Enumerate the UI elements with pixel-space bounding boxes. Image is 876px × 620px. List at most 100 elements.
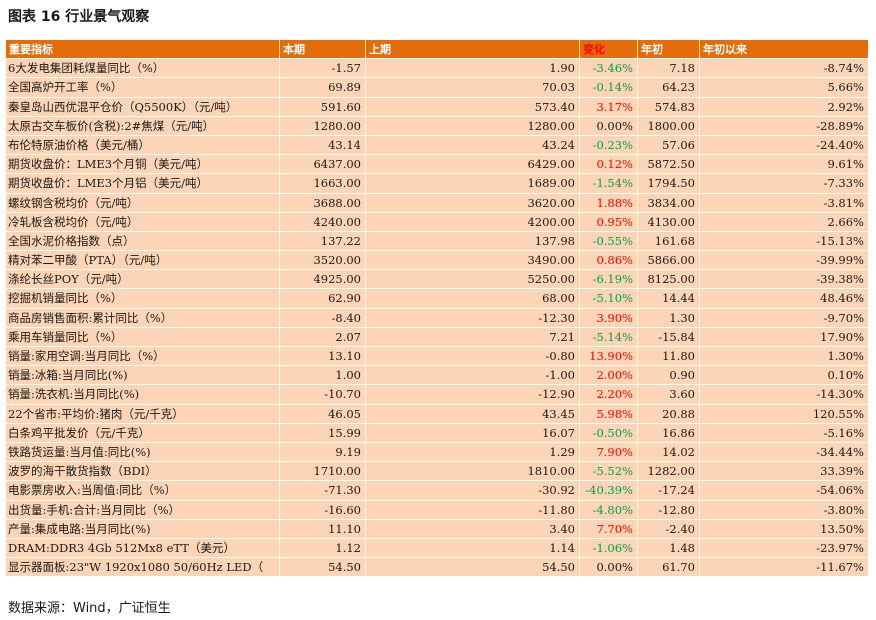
year-start-value: 1.48 xyxy=(638,538,700,559)
table-row: 精对苯二甲酸（PTA）（元/吨） 3520.00 3490.00 0.86% 5866.… xyxy=(6,251,868,271)
current-value: 43.14 xyxy=(280,135,366,156)
indicator-name: 销量:冰箱:当月同比(%) xyxy=(6,366,280,386)
change-value: -5.52% xyxy=(580,462,638,482)
change-value: 7.70% xyxy=(580,519,638,539)
current-value: 1663.00 xyxy=(280,174,366,194)
table-row: 22个省市:平均价:猪肉（元/千克） 46.05 43.45 5.98% 20.88 12… xyxy=(6,404,868,424)
ytd-value: 2.92% xyxy=(700,97,868,117)
previous-value: 1810.00 xyxy=(366,462,580,482)
table-row: 销量:家用空调:当月同比（%） 13.10 -0.80 13.90% 11.80 1.30… xyxy=(6,347,868,367)
ytd-value: -24.40% xyxy=(700,135,868,156)
year-start-value: 14.44 xyxy=(638,289,700,309)
previous-value: -12.30 xyxy=(366,308,580,328)
year-start-value: 574.83 xyxy=(638,97,700,117)
ytd-value: 5.66% xyxy=(700,78,868,98)
indicator-name: 冷轧板含税均价（元/吨） xyxy=(6,212,280,232)
previous-value: 137.98 xyxy=(366,231,580,252)
year-start-value: 5866.00 xyxy=(638,251,700,271)
current-value: 13.10 xyxy=(280,347,366,367)
table-row: 秦皇岛山西优混平仓价（Q5500K）（元/吨） 591.60 573.40 3.17%… xyxy=(6,97,868,117)
header-ytd: 年初以来 xyxy=(700,40,868,60)
previous-value: -12.90 xyxy=(366,385,580,405)
indicator-name: DRAM:DDR3 4Gb 512Mx8 eTT（美元） xyxy=(6,538,280,559)
current-value: 4240.00 xyxy=(280,212,366,232)
year-start-value: 57.06 xyxy=(638,135,700,156)
change-value: 0.00% xyxy=(580,558,638,578)
table-row: 出货量:手机:合计:当月同比（%） -16.60 -11.80 -4.80% -12.8… xyxy=(6,500,868,520)
previous-value: 4200.00 xyxy=(366,212,580,232)
previous-value: 7.21 xyxy=(366,327,580,347)
previous-value: 6429.00 xyxy=(366,155,580,175)
current-value: -8.40 xyxy=(280,308,366,328)
current-value: 1.00 xyxy=(280,366,366,386)
ytd-value: 48.46% xyxy=(700,289,868,309)
header-name: 重要指标 xyxy=(6,40,280,60)
change-value: -1.54% xyxy=(580,174,638,194)
indicator-name: 铁路货运量:当月值:同比(%) xyxy=(6,442,280,463)
year-start-value: 1282.00 xyxy=(638,462,700,482)
table-row: 螺纹钢含税均价（元/吨） 3688.00 3620.00 1.88% 3834.00 -3… xyxy=(6,193,868,213)
indicator-name: 精对苯二甲酸（PTA）（元/吨） xyxy=(6,251,280,271)
ytd-value: -14.30% xyxy=(700,385,868,405)
previous-value: 70.03 xyxy=(366,78,580,98)
year-start-value: 5872.50 xyxy=(638,155,700,175)
ytd-value: -28.89% xyxy=(700,116,868,136)
change-value: -3.46% xyxy=(580,59,638,79)
change-value: -0.50% xyxy=(580,423,638,443)
year-start-value: 7.18 xyxy=(638,59,700,79)
table-row: 铁路货运量:当月值:同比(%) 9.19 1.29 7.90% 14.02 -34.44% xyxy=(6,442,868,463)
table-row: 全国水泥价格指数（点） 137.22 137.98 -0.55% 161.68 -15.1… xyxy=(6,231,868,252)
current-value: 1.12 xyxy=(280,538,366,559)
table-row: 期货收盘价：LME3个月铜（美元/吨） 6437.00 6429.00 0.12% 58… xyxy=(6,155,868,175)
current-value: -1.57 xyxy=(280,59,366,79)
ytd-value: -39.38% xyxy=(700,270,868,290)
ytd-value: -3.80% xyxy=(700,500,868,520)
source-note: 数据来源：Wind，广证恒生 xyxy=(8,601,171,616)
indicator-name: 乘用车销量同比（%） xyxy=(6,327,280,347)
ytd-value: -23.97% xyxy=(700,538,868,559)
table-row: 商品房销售面积:累计同比（%） -8.40 -12.30 3.90% 1.30 -9.70… xyxy=(6,308,868,328)
change-value: 0.00% xyxy=(580,116,638,136)
change-value: -0.55% xyxy=(580,231,638,252)
indicator-name: 期货收盘价：LME3个月铝（美元/吨） xyxy=(6,174,280,194)
previous-value: 5250.00 xyxy=(366,270,580,290)
table-row: 电影票房收入:当周值:同比（%） -71.30 -30.92 -40.39% -17.2… xyxy=(6,481,868,501)
previous-value: -0.80 xyxy=(366,347,580,367)
table-header: 重要指标 本期 上期 变化 年初 年初以来 xyxy=(6,40,868,60)
year-start-value: 0.90 xyxy=(638,366,700,386)
ytd-value: 120.55% xyxy=(700,404,868,424)
current-value: 62.90 xyxy=(280,289,366,309)
current-value: 1710.00 xyxy=(280,462,366,482)
current-value: 69.89 xyxy=(280,78,366,98)
year-start-value: 14.02 xyxy=(638,442,700,463)
previous-value: 68.00 xyxy=(366,289,580,309)
table-row: 产量:集成电路:当月同比(%) 11.10 3.40 7.70% -2.40 13.50% xyxy=(6,519,868,539)
previous-value: -1.00 xyxy=(366,366,580,386)
table-row: 冷轧板含税均价（元/吨） 4240.00 4200.00 0.95% 4130.00 2.… xyxy=(6,212,868,232)
indicator-name: 产量:集成电路:当月同比(%) xyxy=(6,519,280,539)
ytd-value: 0.10% xyxy=(700,366,868,386)
year-start-value: -2.40 xyxy=(638,519,700,539)
indicator-name: 出货量:手机:合计:当月同比（%） xyxy=(6,500,280,520)
indicator-name: 秦皇岛山西优混平仓价（Q5500K）（元/吨） xyxy=(6,97,280,117)
year-start-value: 4130.00 xyxy=(638,212,700,232)
change-value: 5.98% xyxy=(580,404,638,424)
table-row: 销量:洗衣机:当月同比(%) -10.70 -12.90 2.20% 3.60 -14.3… xyxy=(6,385,868,405)
ytd-value: -15.13% xyxy=(700,231,868,252)
indicator-name: 全国高炉开工率（%） xyxy=(6,78,280,98)
table-row: 挖掘机销量同比（%） 62.90 68.00 -5.10% 14.44 48.46% xyxy=(6,289,868,309)
change-value: -5.14% xyxy=(580,327,638,347)
indicator-name: 白条鸡平批发价（元/千克） xyxy=(6,423,280,443)
previous-value: 3620.00 xyxy=(366,193,580,213)
ytd-value: 9.61% xyxy=(700,155,868,175)
indicator-name: 挖掘机销量同比（%） xyxy=(6,289,280,309)
year-start-value: -12.80 xyxy=(638,500,700,520)
change-value: -40.39% xyxy=(580,481,638,501)
previous-value: 54.50 xyxy=(366,558,580,578)
previous-value: 1689.00 xyxy=(366,174,580,194)
current-value: 6437.00 xyxy=(280,155,366,175)
table-row: 波罗的海干散货指数（BDI） 1710.00 1810.00 -5.52% 1282.0… xyxy=(6,462,868,482)
change-value: 7.90% xyxy=(580,442,638,463)
ytd-value: -3.81% xyxy=(700,193,868,213)
previous-value: 43.24 xyxy=(366,135,580,156)
